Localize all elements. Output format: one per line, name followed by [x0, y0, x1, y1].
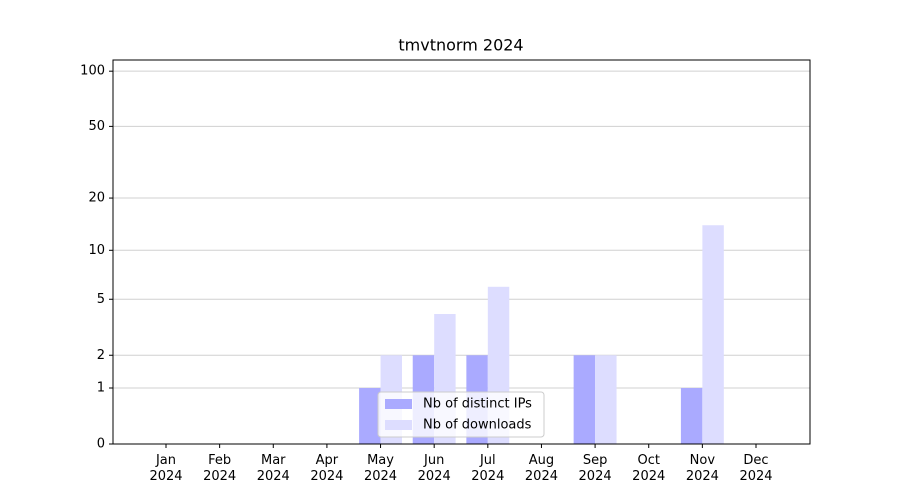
x-tick-label: Jul 2024 [471, 453, 505, 484]
legend-label: Nb of distinct IPs [423, 397, 532, 412]
y-tick-label: 5 [97, 292, 105, 307]
x-tick-label: Dec 2024 [739, 453, 773, 484]
x-tick-label: Nov 2024 [685, 453, 719, 484]
x-tick-label: Feb 2024 [203, 453, 237, 484]
legend-swatch [385, 420, 412, 430]
x-tick-label: Aug 2024 [524, 453, 558, 484]
y-tick-label: 10 [88, 243, 105, 258]
bar [702, 225, 724, 444]
chart-title: tmvtnorm 2024 [398, 36, 523, 55]
x-tick-label: Jun 2024 [417, 453, 451, 484]
bar [595, 355, 617, 444]
legend: Nb of distinct IPs Nb of downloads [377, 391, 545, 438]
x-tick-label: Oct 2024 [632, 453, 666, 484]
bar [680, 388, 703, 444]
bar [359, 388, 381, 444]
y-tick-label: 20 [88, 191, 105, 206]
x-tick-label: Mar 2024 [256, 453, 290, 484]
y-tick-label: 1 [97, 381, 105, 396]
y-tick-label: 100 [80, 64, 105, 79]
legend-swatch [385, 399, 412, 409]
legend-label: Nb of downloads [423, 418, 532, 433]
y-tick-label: 0 [97, 437, 105, 452]
plot-frame [112, 59, 811, 445]
y-tick-label: 50 [88, 119, 105, 134]
x-tick-label: Apr 2024 [310, 453, 344, 484]
x-tick-label: Sep 2024 [578, 453, 612, 484]
legend-box [377, 391, 545, 438]
y-tick-label: 2 [97, 348, 105, 363]
x-tick-label: May 2024 [363, 453, 398, 484]
x-tick-label: Jan 2024 [149, 453, 183, 484]
bar [573, 355, 596, 444]
